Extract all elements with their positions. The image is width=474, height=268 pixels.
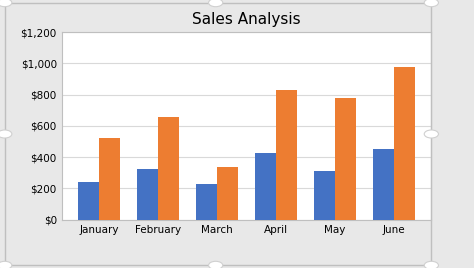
Bar xyxy=(99,138,120,220)
Circle shape xyxy=(424,261,438,268)
Circle shape xyxy=(424,130,438,138)
Bar xyxy=(137,169,158,220)
Bar xyxy=(196,184,217,220)
Bar xyxy=(158,117,179,220)
Circle shape xyxy=(424,0,438,7)
Bar xyxy=(394,67,415,220)
Circle shape xyxy=(0,0,12,7)
Bar xyxy=(78,182,99,220)
Bar xyxy=(276,90,297,220)
Circle shape xyxy=(209,261,223,268)
Bar xyxy=(255,152,276,220)
Bar xyxy=(314,170,335,220)
Bar xyxy=(217,167,237,220)
Circle shape xyxy=(0,261,12,268)
Circle shape xyxy=(0,130,12,138)
Circle shape xyxy=(209,0,223,7)
Bar xyxy=(373,150,394,220)
Bar xyxy=(335,98,356,220)
Title: Sales Analysis: Sales Analysis xyxy=(192,12,301,27)
